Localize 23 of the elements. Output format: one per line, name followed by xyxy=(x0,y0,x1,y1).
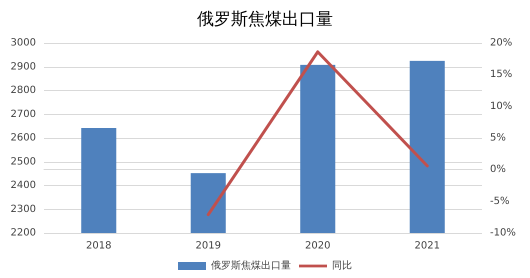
y2-tick-label: 10% xyxy=(490,100,512,112)
y2-tick-label: -10% xyxy=(490,228,516,238)
legend-label: 同比 xyxy=(332,260,352,272)
y2-tick-label: 0% xyxy=(490,164,506,176)
y-tick-label: 3000 xyxy=(10,38,36,48)
x-tick-label: 2021 xyxy=(414,240,440,252)
y2-tick-label: 20% xyxy=(490,38,512,48)
y-tick-label: 2400 xyxy=(10,180,36,191)
y-tick-label: 2700 xyxy=(10,108,36,120)
chart-title: 俄罗斯焦煤出口量 xyxy=(197,10,333,30)
x-tick-label: 2019 xyxy=(196,240,221,252)
x-tick-label: 2020 xyxy=(305,240,330,252)
y2-tick-label: -5% xyxy=(490,196,510,207)
y-tick-label: 2500 xyxy=(10,156,36,168)
y2-tick-label: 5% xyxy=(490,132,506,144)
legend-label: 俄罗斯焦煤出口量 xyxy=(211,260,291,272)
y-tick-label: 2300 xyxy=(10,204,36,215)
x-tick-label: 2018 xyxy=(86,240,112,252)
y-tick-label: 2600 xyxy=(10,132,36,144)
y-tick-label: 2800 xyxy=(10,85,36,96)
y2-tick-label: 15% xyxy=(490,69,512,80)
y-tick-label: 2200 xyxy=(10,228,36,238)
y-tick-label: 2900 xyxy=(10,61,36,72)
